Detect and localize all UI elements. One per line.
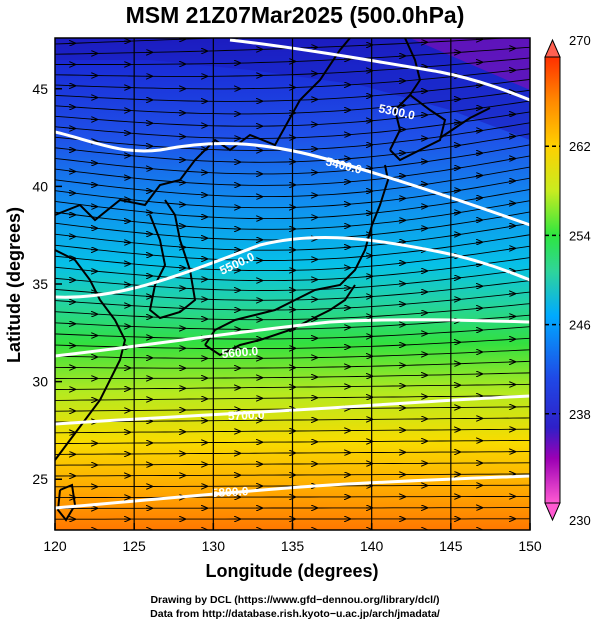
y-tick-label: 45 — [32, 81, 48, 97]
y-tick-label: 30 — [32, 374, 48, 390]
y-axis-label: Latitude (degrees) — [4, 207, 24, 363]
colorbar-tick-label: 270 — [569, 33, 591, 48]
coastlines — [55, 38, 491, 522]
contour-label: 5600.0 — [221, 344, 259, 361]
wind-streamlines — [55, 38, 530, 530]
contour-label: 5800.0 — [211, 484, 249, 500]
colorbar-top-arrow — [544, 38, 561, 58]
streamline — [55, 349, 530, 359]
x-tick-label: 135 — [281, 538, 305, 554]
streamline — [55, 372, 530, 379]
contour-line — [55, 235, 530, 299]
colorbar-bottom-arrow — [544, 502, 561, 522]
contour-labels: 5300.0 5400.0 5500.0 5600.0 5700.0 5800.… — [211, 101, 416, 500]
x-axis-label: Longitude (degrees) — [205, 561, 378, 581]
colorbar-tick-label: 246 — [569, 318, 591, 333]
streamline — [55, 439, 530, 445]
colorbar-tick-label: 238 — [569, 407, 591, 422]
x-tick-label: 140 — [360, 538, 384, 554]
footer-credit-drawing: Drawing by DCL (https://www.gfd−dennou.o… — [150, 594, 440, 606]
contour-line — [55, 394, 530, 426]
streamline — [55, 57, 530, 77]
streamline — [55, 395, 530, 401]
colorbar: 230 238 246 254 262 270 — [544, 33, 591, 528]
streamline — [55, 484, 530, 488]
streamline — [55, 417, 530, 423]
y-tick-label: 35 — [32, 276, 48, 292]
geopotential-contours — [55, 38, 530, 510]
y-axis-ticks: 25 30 35 40 45 — [32, 81, 62, 487]
colorbar-tick-label: 262 — [569, 139, 591, 154]
streamline — [55, 78, 530, 102]
streamline — [55, 257, 530, 282]
streamline — [55, 303, 530, 321]
x-axis-ticks: 120 125 130 135 140 145 150 — [43, 523, 542, 554]
streamline — [55, 234, 530, 261]
streamline — [55, 462, 530, 466]
x-tick-label: 130 — [202, 538, 226, 554]
contour-line — [55, 130, 530, 227]
cold-corner-shading — [410, 38, 530, 90]
cold-core-shading — [55, 38, 530, 140]
map-gridlines — [133, 38, 452, 530]
y-tick-label: 25 — [32, 471, 48, 487]
streamline — [55, 280, 530, 301]
streamline — [55, 188, 530, 220]
colorbar-ticks: 230 238 246 254 262 270 — [545, 33, 591, 528]
streamline — [55, 144, 530, 175]
colorbar-gradient — [544, 56, 561, 504]
contour-line — [229, 38, 530, 102]
contour-label: 5700.0 — [228, 408, 265, 423]
colorbar-tick-label: 254 — [569, 228, 591, 243]
x-tick-label: 150 — [518, 538, 542, 554]
streamline — [55, 100, 530, 127]
y-tick-label: 40 — [32, 178, 48, 194]
streamline — [55, 326, 530, 340]
x-tick-label: 145 — [439, 538, 463, 554]
x-tick-label: 125 — [122, 538, 146, 554]
colorbar-tick-label: 230 — [569, 513, 591, 528]
contour-line — [55, 318, 530, 358]
x-tick-label: 120 — [43, 538, 67, 554]
contour-line — [55, 474, 530, 510]
map-title: MSM 21Z07Mar2025 (500.0hPa) — [125, 2, 465, 28]
streamline — [55, 166, 530, 198]
footer-credit-data: Data from http://database.rish.kyoto−u.a… — [150, 608, 440, 620]
streamline — [55, 507, 530, 509]
